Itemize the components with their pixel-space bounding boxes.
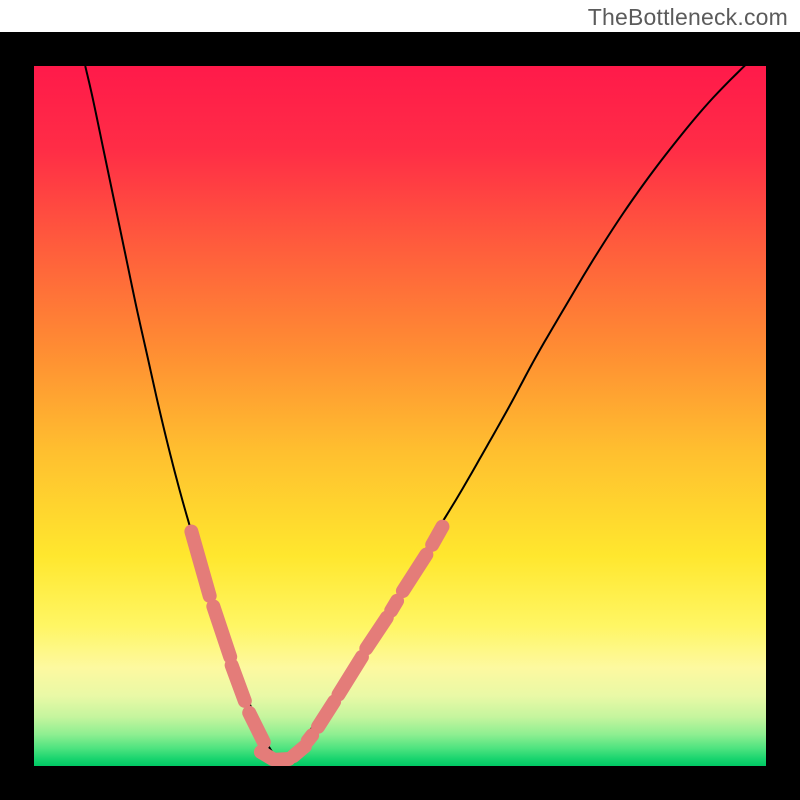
chart-stage: TheBottleneck.com [0,0,800,800]
plot-background [34,66,766,766]
top-strip [0,0,800,32]
overlay-pill-11 [391,601,397,611]
overlay-pill-7 [308,735,312,741]
bottleneck-chart-svg [0,0,800,800]
overlay-pill-13 [432,527,442,545]
overlay-pill-6 [293,746,305,756]
